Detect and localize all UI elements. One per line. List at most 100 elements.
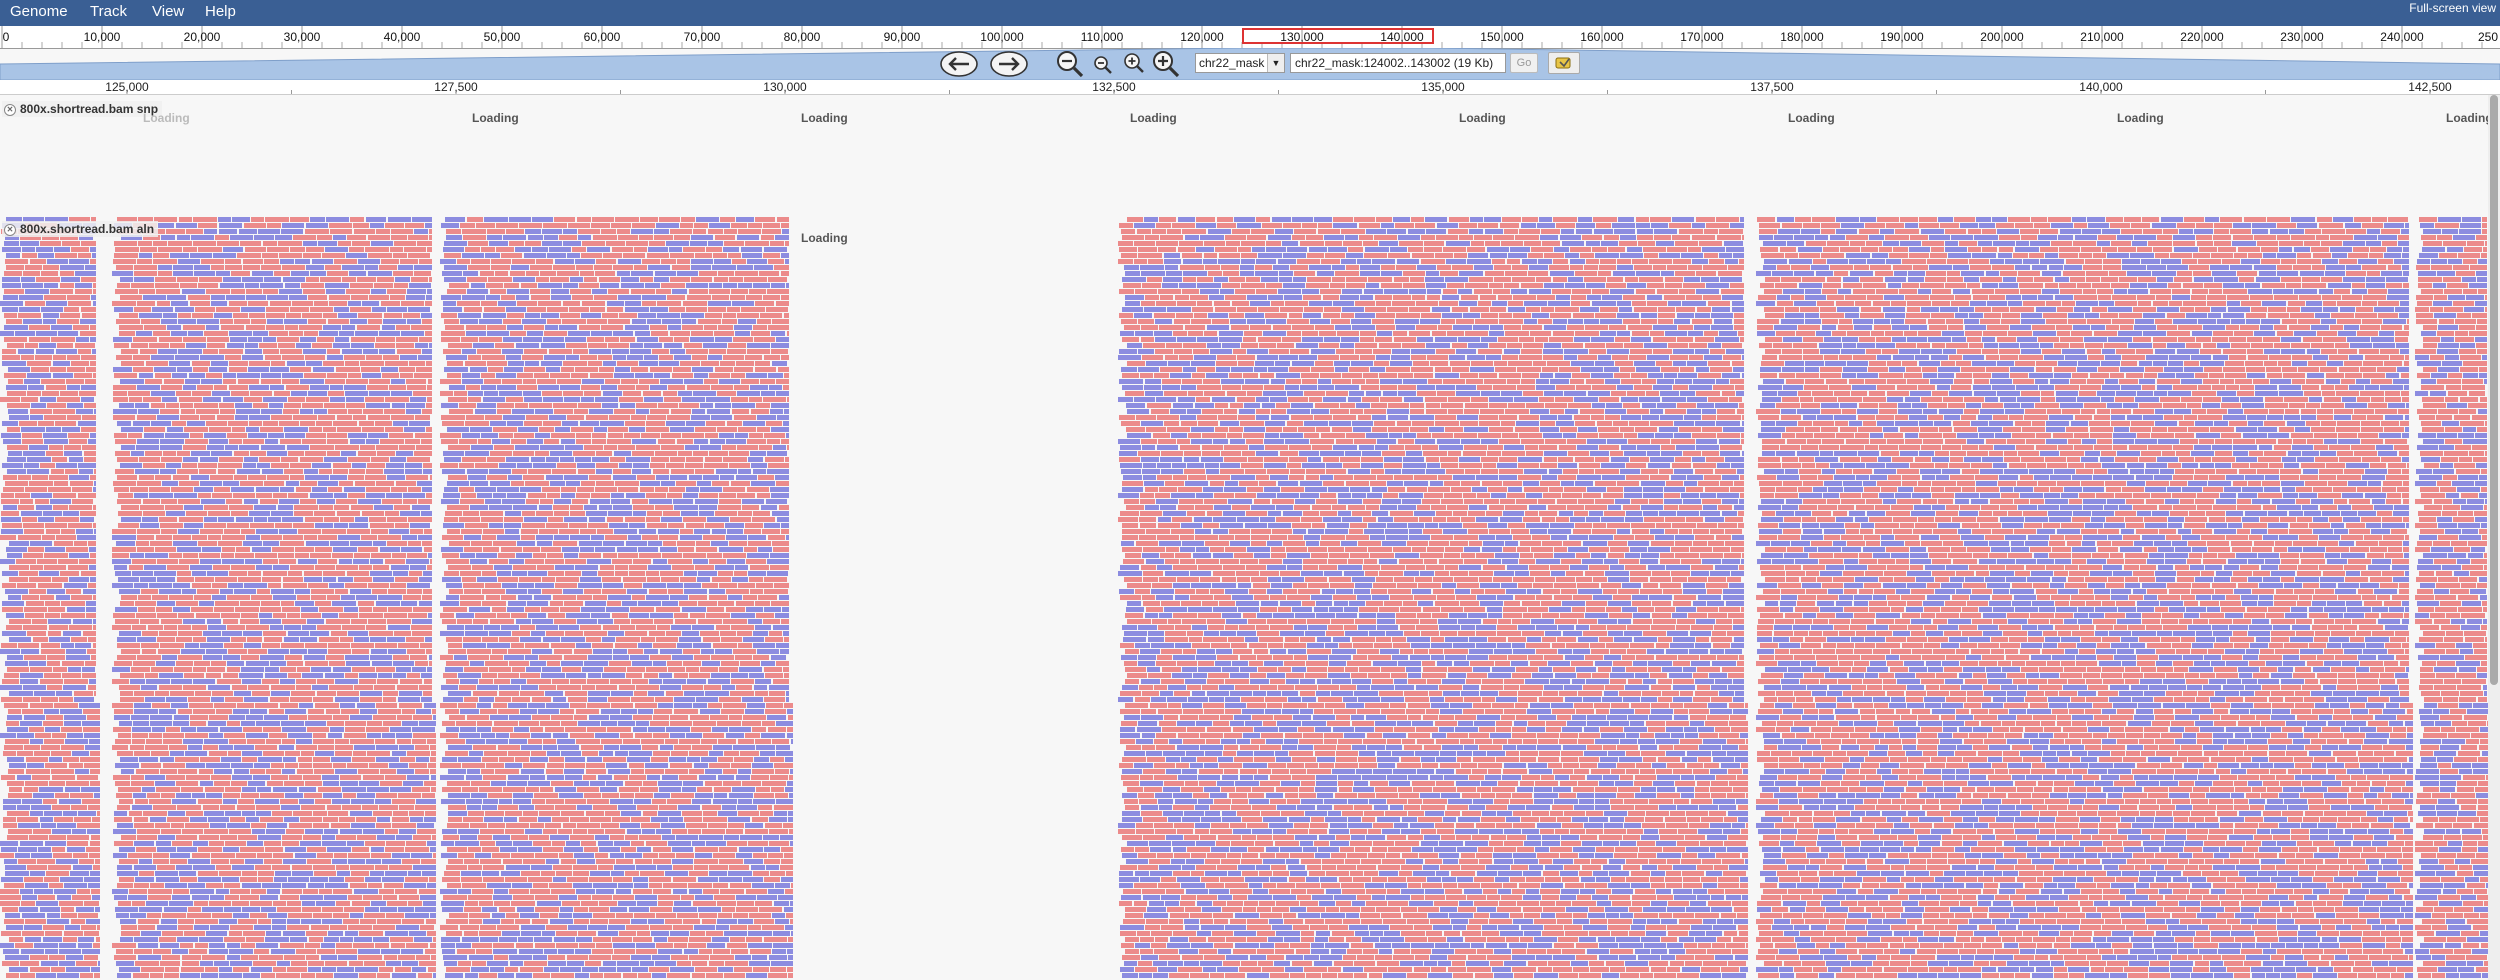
menu-view[interactable]: View (152, 3, 185, 20)
pan-left-icon[interactable] (940, 51, 978, 77)
read-feature (648, 691, 664, 696)
read-feature (238, 835, 257, 840)
read-feature (366, 355, 382, 360)
read-feature (273, 613, 286, 618)
read-feature (424, 817, 436, 822)
read-feature (701, 739, 717, 744)
read-feature (409, 421, 430, 426)
read-feature (211, 301, 227, 306)
read-feature (250, 523, 274, 528)
read-feature (79, 469, 93, 474)
read-feature (301, 607, 318, 612)
read-feature (168, 811, 185, 816)
read-feature (390, 937, 413, 942)
read-feature (222, 559, 244, 564)
read-feature (540, 445, 564, 450)
read-feature (574, 409, 588, 414)
overview-location-box[interactable] (1242, 28, 1435, 44)
read-feature (334, 853, 347, 858)
read-feature (391, 391, 412, 396)
read-feature (408, 307, 430, 312)
read-feature (595, 547, 615, 552)
read-feature (620, 733, 633, 738)
read-feature (671, 469, 694, 474)
zoom-in-large-icon[interactable] (1151, 49, 1181, 79)
read-feature (742, 505, 759, 510)
pan-right-icon[interactable] (990, 51, 1028, 77)
read-feature (282, 841, 299, 846)
read-feature (385, 829, 398, 834)
read-feature (376, 793, 397, 798)
read-feature (341, 709, 359, 714)
read-feature (566, 343, 587, 348)
read-feature (574, 715, 587, 720)
read-feature (603, 553, 617, 558)
read-feature (165, 967, 179, 972)
go-button[interactable]: Go (1510, 53, 1538, 73)
read-feature (132, 727, 151, 732)
read-feature (584, 793, 601, 798)
close-icon[interactable]: ✕ (4, 103, 16, 116)
read-feature (494, 565, 512, 570)
track-area[interactable]: ✕ 800x.shortread.bam snp Loading Loading Lo… (0, 95, 2493, 980)
menu-help[interactable]: Help (205, 3, 236, 20)
read-feature (541, 361, 562, 366)
fullscreen-view-link[interactable]: Full-screen view (2409, 1, 2496, 15)
read-feature (183, 247, 197, 252)
read-feature (64, 445, 81, 450)
menu-genome[interactable]: Genome (10, 3, 68, 20)
read-feature (762, 529, 780, 534)
read-feature (503, 319, 521, 324)
read-feature (269, 331, 288, 336)
reference-sequence-select[interactable]: chr22_mask ▼ (1195, 53, 1285, 73)
menu-track[interactable]: Track (90, 3, 127, 20)
overview-ruler[interactable]: 0 10,000 20,000 30,000 40,000 50,000 60,000 70,… (0, 26, 2500, 49)
read-feature (458, 703, 476, 708)
read-feature (358, 313, 382, 318)
read-feature (745, 733, 760, 738)
read-feature (346, 253, 367, 258)
read-feature (772, 319, 789, 324)
read-feature (140, 505, 164, 510)
read-feature (5, 865, 26, 870)
snp-loading-label: Loading (1788, 111, 1835, 125)
read-feature (9, 577, 28, 582)
read-feature (204, 433, 226, 438)
read-feature (359, 565, 372, 570)
read-feature (24, 655, 46, 660)
read-feature (93, 373, 96, 378)
alignment-reads[interactable] (0, 217, 2488, 980)
read-feature (421, 313, 432, 318)
read-feature (670, 721, 692, 726)
read-feature (206, 883, 223, 888)
read-feature (1, 493, 14, 498)
read-feature (37, 859, 55, 864)
read-feature (413, 835, 431, 840)
read-feature (493, 493, 506, 498)
read-feature (387, 289, 406, 294)
zoom-out-large-icon[interactable] (1055, 49, 1085, 79)
highlight-button[interactable] (1548, 52, 1580, 74)
overview-tick-label: 70,000 (683, 30, 721, 44)
location-input[interactable] (1290, 53, 1506, 73)
read-feature (7, 757, 24, 762)
read-feature (734, 757, 753, 762)
read-feature (7, 835, 28, 840)
read-feature (373, 925, 395, 930)
read-feature (415, 745, 429, 750)
read-feature (70, 481, 93, 486)
zoom-out-small-icon[interactable] (1093, 55, 1113, 75)
zoom-in-small-icon[interactable] (1123, 52, 1145, 74)
read-feature (1, 847, 17, 852)
track-label-snp[interactable]: ✕ 800x.shortread.bam snp (2, 101, 163, 117)
read-feature (482, 805, 497, 810)
read-feature (749, 397, 762, 402)
read-feature (323, 427, 336, 432)
read-feature (618, 805, 636, 810)
read-feature (257, 853, 272, 858)
read-feature (118, 511, 142, 516)
read-feature (93, 289, 96, 294)
read-feature (636, 445, 660, 450)
read-feature (528, 877, 552, 882)
read-feature (280, 541, 304, 546)
